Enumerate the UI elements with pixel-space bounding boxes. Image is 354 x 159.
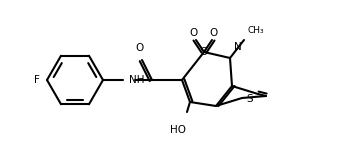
Text: HO: HO bbox=[170, 125, 186, 135]
Text: S: S bbox=[246, 94, 253, 104]
Text: F: F bbox=[34, 75, 40, 85]
Text: O: O bbox=[210, 28, 218, 38]
Text: NH: NH bbox=[129, 75, 144, 85]
Text: O: O bbox=[135, 43, 143, 53]
Text: S: S bbox=[201, 47, 207, 57]
Text: CH₃: CH₃ bbox=[247, 26, 264, 35]
Text: O: O bbox=[190, 28, 198, 38]
Text: N: N bbox=[234, 42, 242, 52]
